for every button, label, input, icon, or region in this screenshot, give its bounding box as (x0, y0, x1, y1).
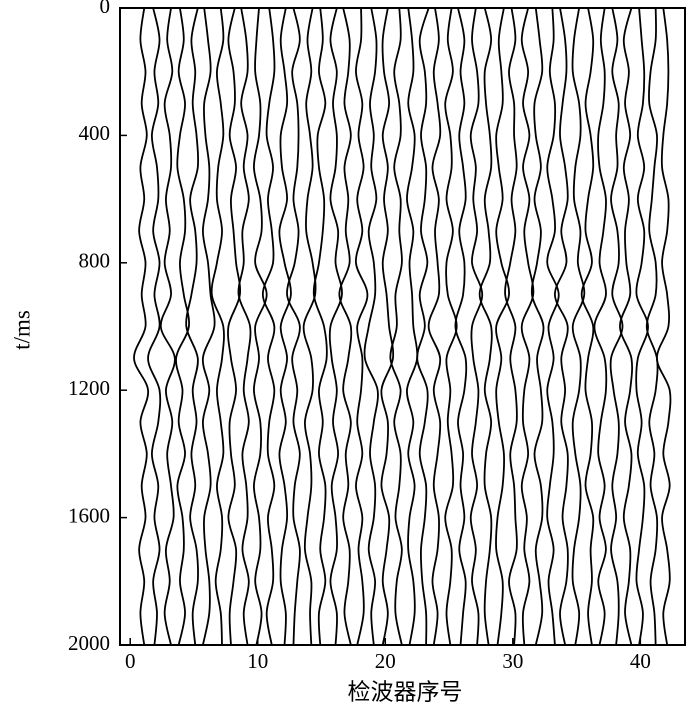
traces (133, 7, 672, 646)
trace (363, 7, 379, 646)
trace (520, 7, 535, 646)
trace (278, 7, 292, 646)
trace (159, 7, 176, 646)
trace (253, 7, 268, 646)
trace (175, 7, 190, 646)
trace (554, 7, 569, 646)
x-tick-label: 30 (502, 649, 523, 673)
x-axis-label: 检波器序号 (348, 679, 463, 704)
trace (147, 7, 162, 646)
trace (261, 7, 276, 646)
trace (495, 7, 510, 646)
trace (338, 7, 353, 646)
trace (210, 7, 225, 646)
trace (635, 7, 649, 646)
trace (469, 7, 484, 646)
trace (478, 7, 493, 646)
trace (328, 7, 343, 646)
y-axis-label: t/ms (9, 310, 34, 350)
trace (389, 7, 403, 646)
trace (286, 7, 301, 646)
y-tick-label: 800 (79, 249, 111, 273)
trace (427, 7, 442, 646)
trace (380, 7, 395, 646)
trace (580, 7, 595, 646)
trace (406, 7, 419, 646)
x-tick-label: 10 (247, 649, 268, 673)
trace (619, 7, 634, 646)
trace (355, 7, 369, 646)
trace (416, 7, 430, 646)
trace (227, 7, 242, 646)
x-tick-label: 40 (630, 649, 651, 673)
trace (593, 7, 608, 646)
trace (454, 7, 468, 646)
trace (609, 7, 624, 646)
y-tick-label: 2000 (68, 631, 110, 655)
x-tick-label: 20 (375, 649, 396, 673)
plot-frame (119, 7, 686, 646)
trace (645, 7, 659, 646)
trace (237, 7, 252, 646)
trace (133, 7, 149, 646)
trace (504, 7, 518, 646)
trace (185, 7, 200, 646)
y-tick-label: 400 (79, 121, 111, 145)
trace (444, 7, 458, 646)
trace (656, 7, 672, 646)
y-tick-label: 1600 (68, 503, 110, 527)
x-tick-label: 0 (125, 649, 136, 673)
trace (530, 7, 545, 646)
y-tick-label: 0 (100, 0, 111, 18)
trace (302, 7, 317, 646)
trace (571, 7, 586, 646)
trace (201, 7, 216, 646)
trace (546, 7, 560, 646)
trace (312, 7, 328, 646)
y-tick-label: 1200 (68, 376, 110, 400)
